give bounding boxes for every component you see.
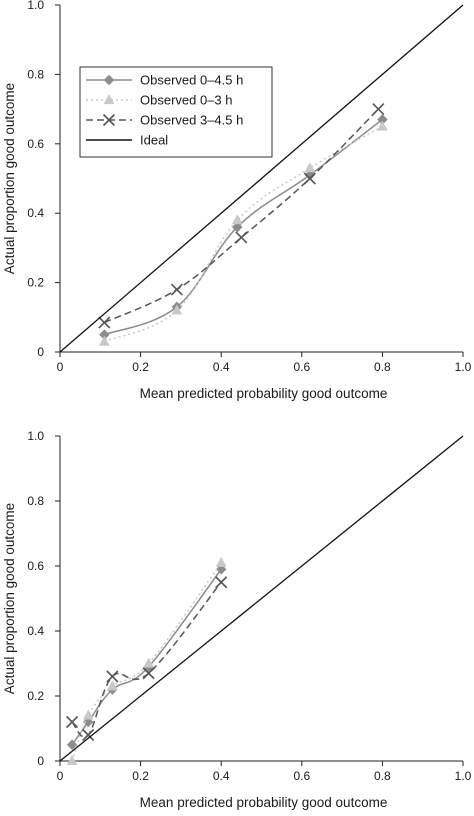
data-point [235, 231, 248, 244]
y-tick-label: 0.6 [27, 559, 44, 573]
x-tick-label: 0.6 [293, 360, 310, 374]
data-point [303, 172, 316, 185]
data-point-stroke-b [106, 670, 119, 683]
y-tick-label: 0 [37, 754, 44, 768]
x-tick-label: 0.4 [213, 360, 230, 374]
y-tick-label: 0.8 [27, 494, 44, 508]
legend-item-4: Ideal [86, 133, 168, 148]
data-point [143, 657, 155, 668]
data-point [107, 680, 118, 691]
legend-marker [102, 113, 116, 127]
series-2 [66, 556, 227, 766]
data-point [66, 754, 78, 766]
data-point [171, 304, 183, 315]
data-point [372, 103, 385, 116]
series-line [71, 568, 222, 746]
legend-item-1: Observed 0–4.5 h [86, 73, 243, 88]
legend-marker-stroke-b [102, 113, 116, 127]
data-point-stroke-b [82, 728, 95, 742]
data-point-stroke-b [303, 172, 316, 185]
x-tick-label: 1.0 [455, 360, 472, 374]
series-1 [98, 114, 388, 341]
x-axis-label: Mean predicted probability good outcome [140, 386, 388, 401]
data-point-stroke-b [170, 283, 183, 296]
series-2 [98, 120, 388, 346]
legend-label: Ideal [140, 133, 168, 148]
data-point [98, 335, 110, 346]
series-1 [66, 563, 227, 751]
data-point-stroke-b [98, 316, 111, 329]
x-tick-label: 0.6 [293, 769, 310, 783]
legend: Observed 0–4.5 h Observed 0–3 h Observed 3… [79, 66, 273, 158]
x-axis-label: Mean predicted probability good outcome [140, 795, 388, 810]
series-line [104, 108, 379, 324]
legend-label: Observed 0–3 h [140, 93, 233, 108]
x-tick-label: 1.0 [455, 769, 472, 783]
data-point-stroke-b [66, 715, 79, 729]
y-tick-label: 0.4 [27, 206, 44, 220]
data-point [377, 120, 388, 131]
data-point [304, 162, 316, 173]
chart-panel-1: 0 0.2 0.4 0.6 0.8 1.0 0 0.2 0.4 0.6 0.8 1.0 Mean pre… [2, 0, 472, 401]
data-point [304, 169, 316, 181]
data-point [231, 221, 243, 233]
chart-panel-2: 0 0.2 0.4 0.6 0.8 1.0 0 0.2 0.4 0.6 0.8 1.0 Mean pre… [2, 429, 472, 810]
y-axis-label: Actual proportion good outcome [2, 83, 17, 274]
data-point [82, 709, 94, 720]
data-point [82, 728, 95, 742]
data-point-stroke-b [215, 576, 228, 589]
series-4 [59, 435, 464, 762]
legend-label: Observed 3–4.5 h [140, 113, 243, 128]
legend-item-3: Observed 3–4.5 h [86, 113, 243, 128]
ideal-line [59, 4, 464, 353]
x-tick-label: 0.2 [132, 360, 149, 374]
data-point [215, 556, 227, 567]
series-3 [66, 576, 228, 742]
data-point [98, 316, 111, 329]
y-tick-label: 0.8 [27, 67, 44, 81]
legend-marker [103, 74, 115, 86]
y-tick-label: 0.4 [27, 624, 44, 638]
y-axis-label: Actual proportion good outcome [2, 503, 17, 694]
y-tick-label: 0 [37, 345, 44, 359]
x-tick-label: 0.8 [374, 360, 391, 374]
series-4 [59, 4, 464, 353]
data-point-stroke-b [372, 103, 385, 116]
x-tick-label: 0 [57, 769, 64, 783]
data-point [66, 739, 78, 751]
y-tick-label: 1.0 [27, 0, 44, 12]
data-point [170, 283, 183, 296]
data-point [106, 670, 119, 683]
data-point [142, 667, 155, 680]
data-point [66, 715, 79, 729]
y-tick-label: 1.0 [27, 429, 44, 443]
y-tick-label: 0.6 [27, 137, 44, 151]
ideal-line [59, 435, 464, 762]
x-tick-label: 0.4 [213, 769, 230, 783]
data-point [215, 576, 228, 589]
data-point [231, 214, 243, 225]
x-tick-label: 0 [57, 360, 64, 374]
series-3 [98, 103, 385, 329]
series-line [104, 125, 383, 343]
legend-marker [103, 93, 115, 105]
series-line [71, 562, 222, 762]
data-point-stroke-b [235, 231, 248, 244]
x-tick-label: 0.2 [132, 769, 149, 783]
data-point-stroke-b [142, 667, 155, 680]
y-tick-label: 0.2 [27, 276, 44, 290]
legend-label: Observed 0–4.5 h [140, 73, 243, 88]
legend-item-2: Observed 0–3 h [86, 93, 233, 108]
x-tick-label: 0.8 [374, 769, 391, 783]
y-tick-label: 0.2 [27, 689, 44, 703]
